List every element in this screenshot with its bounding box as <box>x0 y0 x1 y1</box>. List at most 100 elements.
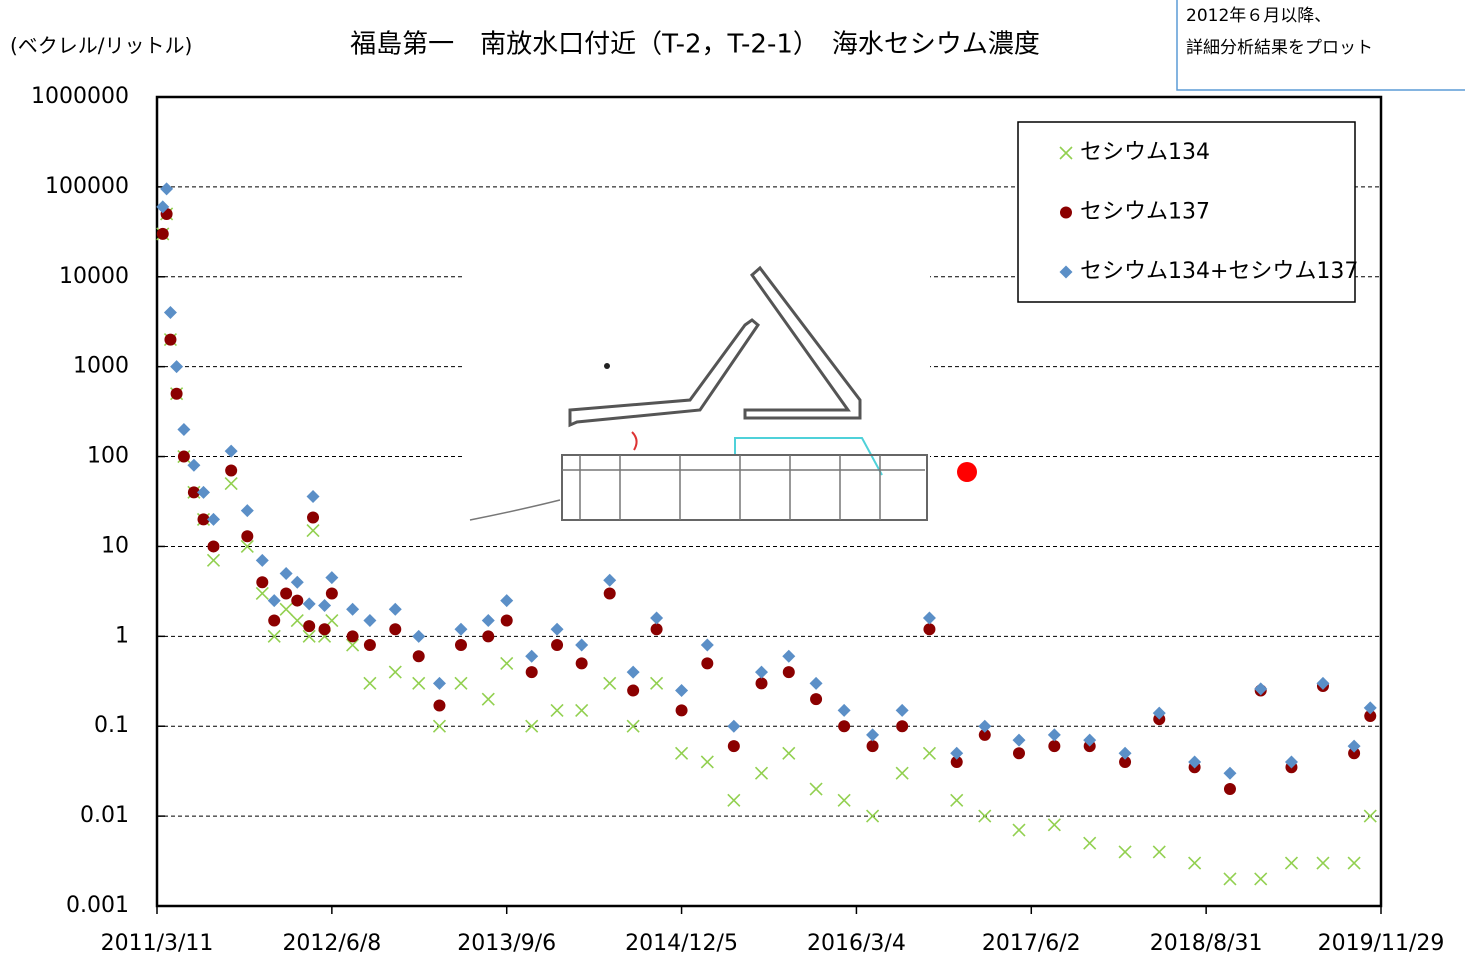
point <box>388 602 402 616</box>
point <box>1284 755 1298 769</box>
point <box>923 623 936 636</box>
point <box>575 638 589 652</box>
map-outline <box>631 431 638 451</box>
point <box>1118 746 1132 760</box>
x-tick-label: 2018/8/31 <box>1150 931 1263 956</box>
point <box>838 720 851 733</box>
point <box>809 676 823 690</box>
point <box>454 639 467 652</box>
x-tick-label: 2012/6/8 <box>282 931 381 956</box>
point <box>170 360 184 374</box>
point <box>810 693 823 706</box>
point <box>866 728 880 742</box>
point <box>700 755 714 769</box>
x-tick-label: 2013/9/6 <box>457 931 556 956</box>
point <box>363 676 377 690</box>
point <box>346 602 360 616</box>
point <box>388 665 402 679</box>
point <box>866 740 879 753</box>
point <box>279 567 293 581</box>
point <box>170 387 183 400</box>
point <box>626 665 640 679</box>
point <box>727 793 741 807</box>
map-breakwater <box>568 318 761 428</box>
point <box>454 622 468 636</box>
point <box>291 594 304 607</box>
point <box>1254 872 1268 886</box>
y-tick-label: 0.1 <box>94 713 129 738</box>
legend-label: セシウム134 <box>1080 140 1210 165</box>
point <box>160 182 174 196</box>
point <box>626 719 640 733</box>
point <box>1223 872 1237 886</box>
point <box>187 458 201 472</box>
point <box>500 656 514 670</box>
point <box>1012 823 1026 837</box>
point <box>240 504 254 518</box>
point <box>325 571 339 585</box>
point <box>978 719 992 733</box>
point <box>837 703 851 717</box>
x-tick-label: 2011/3/11 <box>101 931 214 956</box>
point <box>525 649 539 663</box>
point <box>306 489 320 503</box>
point <box>346 630 359 643</box>
point <box>206 512 220 526</box>
point <box>700 638 714 652</box>
point <box>551 639 564 652</box>
y-tick-label: 1000000 <box>31 84 129 109</box>
point <box>1223 766 1237 780</box>
y-tick-label: 100 <box>87 444 129 469</box>
point <box>1012 747 1025 760</box>
point <box>1284 856 1299 870</box>
point <box>922 746 937 760</box>
sampling-point <box>957 462 977 482</box>
point <box>1347 856 1361 870</box>
legend-marker <box>1060 206 1072 219</box>
point <box>1223 783 1236 796</box>
point <box>1316 856 1330 870</box>
point <box>550 622 564 636</box>
x-tick-label: 2017/6/2 <box>982 931 1081 956</box>
map-buildings <box>561 454 928 521</box>
point <box>177 422 191 436</box>
point <box>525 719 539 733</box>
point <box>1347 739 1361 753</box>
y-tick-label: 0.01 <box>80 803 129 828</box>
note-box <box>1176 0 1465 91</box>
x-tick-label: 2019/11/29 <box>1318 931 1445 956</box>
point <box>809 782 823 796</box>
point <box>525 666 538 679</box>
point <box>302 597 316 611</box>
y-tick-label: 1 <box>115 623 129 648</box>
point <box>675 746 689 760</box>
plot-frame <box>155 95 1383 908</box>
point <box>303 620 316 633</box>
point <box>1364 709 1377 722</box>
y-tick-label: 10 <box>101 533 129 558</box>
point <box>267 594 281 608</box>
point <box>500 614 513 627</box>
legend-marker <box>1059 146 1073 160</box>
point <box>280 587 293 600</box>
point <box>481 692 495 706</box>
map-detail <box>469 455 925 521</box>
map-breakwater <box>743 265 862 420</box>
point <box>267 629 281 643</box>
point <box>1152 706 1166 720</box>
map-outline <box>734 437 883 476</box>
point <box>754 766 769 780</box>
point <box>755 677 768 690</box>
point <box>187 486 200 499</box>
point <box>1083 836 1097 850</box>
point <box>225 464 238 477</box>
point <box>318 623 331 636</box>
point <box>1048 740 1061 753</box>
point <box>866 809 880 823</box>
legend-label: セシウム137 <box>1080 200 1210 225</box>
point <box>279 602 293 616</box>
point <box>1363 701 1377 715</box>
point <box>1348 747 1361 760</box>
